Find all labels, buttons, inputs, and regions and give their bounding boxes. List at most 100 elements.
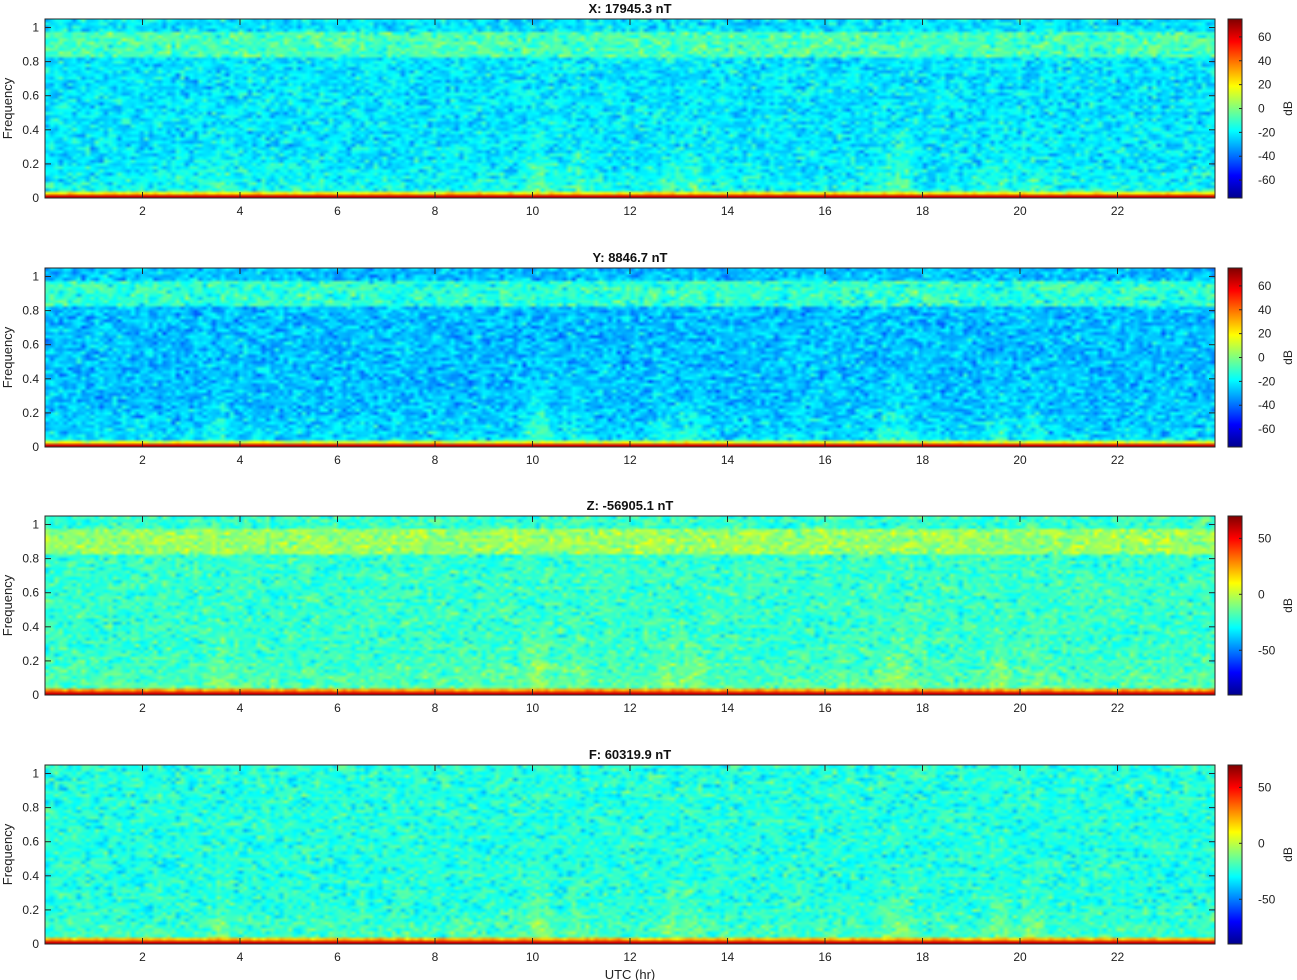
- x-tick-label: 12: [623, 204, 637, 218]
- colorbar-label: dB: [1281, 598, 1295, 613]
- spectrogram-image: [45, 516, 1215, 695]
- spectrogram-panel: Z: -56905.1 nT2 4 6 8 10 12 14 16 18 20 2200.20.40…: [0, 498, 1295, 715]
- y-axis-label: Frequency: [0, 823, 15, 885]
- x-tick-label: 22: [1111, 950, 1125, 964]
- x-tick-label: 14: [721, 453, 735, 467]
- y-tick-label: 0.2: [22, 903, 39, 917]
- colorbar: [1227, 764, 1243, 945]
- chart-title: Y: 8846.7 nT: [593, 250, 668, 265]
- x-tick-label: 20: [1013, 453, 1027, 467]
- colorbar-tick-label: 0: [1258, 102, 1265, 116]
- y-tick-label: 1: [32, 270, 39, 284]
- colorbar-tick-label: 50: [1258, 780, 1272, 794]
- x-tick-label: 14: [721, 204, 735, 218]
- colorbar-tick-label: -20: [1258, 374, 1276, 388]
- colorbar-tick-label: -60: [1258, 422, 1276, 436]
- colorbar-tick-label: -60: [1258, 173, 1276, 187]
- y-tick-label: 0: [32, 688, 39, 702]
- y-axis-label: Frequency: [0, 574, 15, 636]
- x-tick-label: 12: [623, 950, 637, 964]
- x-tick-label: 10: [526, 204, 540, 218]
- colorbar-tick-label: 60: [1258, 30, 1272, 44]
- x-tick-label: 16: [818, 204, 832, 218]
- x-tick-label: 16: [818, 701, 832, 715]
- x-tick-label: 18: [916, 204, 930, 218]
- chart-title: F: 60319.9 nT: [589, 747, 671, 762]
- x-tick-label: 2: [139, 453, 146, 467]
- x-tick-label: 14: [721, 950, 735, 964]
- x-tick-label: 8: [432, 701, 439, 715]
- colorbar-tick-label: -40: [1258, 398, 1276, 412]
- y-axis-label: Frequency: [0, 77, 15, 139]
- colorbar-tick-label: 50: [1258, 531, 1272, 545]
- y-axis-label: Frequency: [0, 326, 15, 388]
- spectrogram-panel: X: 17945.3 nT2 4 6 8 10 12 14 16 18 20 2200.20.40.…: [0, 1, 1295, 218]
- x-tick-label: 16: [818, 453, 832, 467]
- y-tick-label: 1: [32, 767, 39, 781]
- x-tick-label: 10: [526, 950, 540, 964]
- y-tick-label: 0: [32, 937, 39, 951]
- colorbar-label: dB: [1281, 847, 1295, 862]
- y-tick-label: 0.2: [22, 654, 39, 668]
- y-tick-label: 0.6: [22, 89, 39, 103]
- x-tick-label: 14: [721, 701, 735, 715]
- x-tick-label: 6: [334, 701, 341, 715]
- y-tick-label: 0: [32, 191, 39, 205]
- x-tick-label: 18: [916, 453, 930, 467]
- y-tick-label: 0.4: [22, 123, 39, 137]
- spectrogram-image: [45, 19, 1215, 198]
- y-tick-label: 0.8: [22, 552, 39, 566]
- x-tick-label: 20: [1013, 950, 1027, 964]
- colorbar-tick-label: -50: [1258, 643, 1276, 657]
- x-tick-label: 20: [1013, 204, 1027, 218]
- x-tick-label: 2: [139, 204, 146, 218]
- y-tick-label: 0.2: [22, 157, 39, 171]
- x-tick-label: 22: [1111, 453, 1125, 467]
- x-tick-label: 2: [139, 701, 146, 715]
- colorbar-tick-label: 0: [1258, 351, 1265, 365]
- y-tick-label: 0: [32, 440, 39, 454]
- colorbar: [1227, 515, 1243, 696]
- x-tick-label: 12: [623, 701, 637, 715]
- x-tick-label: 8: [432, 950, 439, 964]
- y-tick-label: 0.8: [22, 801, 39, 815]
- x-tick-label: 2: [139, 950, 146, 964]
- y-tick-label: 0.2: [22, 406, 39, 420]
- x-tick-label: 18: [916, 701, 930, 715]
- x-tick-label: 8: [432, 453, 439, 467]
- x-tick-label: 6: [334, 950, 341, 964]
- spectrogram-panel: F: 60319.9 nT2 4 6 8 10 12 14 16 18 20 2200.20.40.…: [0, 747, 1295, 980]
- colorbar-tick-label: 0: [1258, 587, 1265, 601]
- y-tick-label: 0.4: [22, 869, 39, 883]
- y-tick-label: 0.8: [22, 304, 39, 318]
- y-tick-label: 1: [32, 518, 39, 532]
- colorbar-tick-label: 0: [1258, 836, 1265, 850]
- x-tick-label: 20: [1013, 701, 1027, 715]
- spectrogram-image: [45, 268, 1215, 447]
- colorbar-tick-label: 40: [1258, 303, 1272, 317]
- x-tick-label: 4: [237, 950, 244, 964]
- x-tick-label: 22: [1111, 204, 1125, 218]
- colorbar-tick-label: -50: [1258, 892, 1276, 906]
- x-tick-label: 8: [432, 204, 439, 218]
- chart-title: Z: -56905.1 nT: [587, 498, 674, 513]
- colorbar-tick-label: 60: [1258, 279, 1272, 293]
- chart-title: X: 17945.3 nT: [588, 1, 671, 16]
- spectrogram-panel: Y: 8846.7 nT2 4 6 8 10 12 14 16 18 20 2200.20.40.6…: [0, 250, 1295, 467]
- colorbar-label: dB: [1281, 350, 1295, 365]
- colorbar-tick-label: 20: [1258, 78, 1272, 92]
- x-tick-label: 12: [623, 453, 637, 467]
- y-tick-label: 0.6: [22, 338, 39, 352]
- colorbar-tick-label: 40: [1258, 54, 1272, 68]
- x-tick-label: 6: [334, 453, 341, 467]
- y-tick-label: 1: [32, 21, 39, 35]
- colorbar-tick-label: 20: [1258, 327, 1272, 341]
- x-tick-label: 6: [334, 204, 341, 218]
- spectrogram-image: [45, 765, 1215, 944]
- x-tick-label: 22: [1111, 701, 1125, 715]
- x-tick-label: 4: [237, 701, 244, 715]
- y-tick-label: 0.6: [22, 586, 39, 600]
- x-tick-label: 10: [526, 701, 540, 715]
- x-axis-label: UTC (hr): [605, 967, 656, 980]
